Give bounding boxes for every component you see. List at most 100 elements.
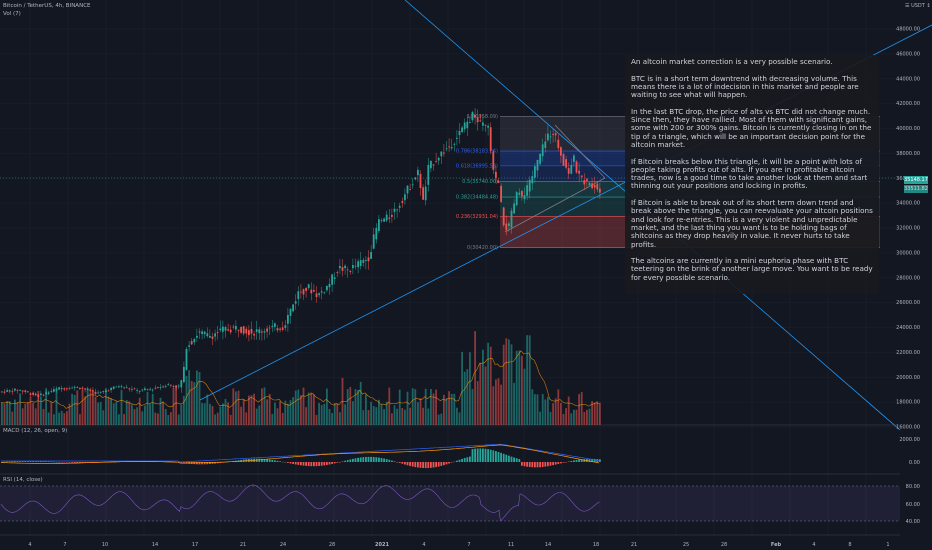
candle-body <box>401 201 404 203</box>
candle-body <box>544 141 547 148</box>
volume-bar <box>216 412 219 425</box>
macd-histogram-bar <box>276 460 279 462</box>
candle-body <box>380 220 383 222</box>
macd-histogram-bar <box>385 459 388 462</box>
candle-body <box>266 328 268 332</box>
volume-bar <box>557 389 560 425</box>
rsi-axis-label: 60.00 <box>906 502 920 508</box>
rsi-label[interactable]: RSI (14, close) <box>3 477 43 483</box>
candle-body <box>261 331 263 333</box>
volume-indicator-label[interactable]: Vol (7) <box>3 11 21 17</box>
price-axis-label: 28000.00 <box>896 275 920 281</box>
macd-histogram-bar <box>352 458 354 462</box>
candle-body <box>310 289 313 294</box>
candle-body <box>502 207 505 226</box>
volume-bar <box>544 399 547 425</box>
volume-bar <box>552 403 554 425</box>
fib-level-label: 0.786(38183.04) <box>456 149 498 155</box>
macd-histogram-bar <box>201 462 203 465</box>
volume-bar <box>32 402 34 425</box>
candle-body <box>162 386 164 388</box>
candle-body <box>339 265 341 269</box>
macd-histogram-bar <box>268 459 271 462</box>
macd-histogram-bar <box>544 462 547 467</box>
volume-bar <box>401 408 404 425</box>
volume-bar <box>60 410 63 425</box>
rsi-axis-label: 80.00 <box>906 484 920 490</box>
candle-body <box>8 390 11 392</box>
volume-bar <box>185 375 188 425</box>
volume-bar <box>99 401 102 425</box>
candle-body <box>385 214 388 221</box>
macd-histogram-bar <box>495 451 497 462</box>
macd-histogram-bar <box>32 461 34 462</box>
volume-bar <box>484 366 487 425</box>
macd-histogram-bar <box>281 461 284 463</box>
volume-bar <box>201 402 203 425</box>
candle-body <box>151 389 154 391</box>
candle-body <box>149 388 151 390</box>
candle-body <box>196 335 198 338</box>
macd-histogram-bar <box>510 456 513 462</box>
candle-body <box>580 175 583 178</box>
candle-body <box>422 187 424 200</box>
candle-body <box>518 192 521 195</box>
volume-bar <box>196 370 198 425</box>
macd-histogram-bar <box>593 458 596 462</box>
volume-bar <box>229 414 232 425</box>
macd-histogram-bar <box>68 462 71 463</box>
time-axis-label: 4 <box>812 542 815 548</box>
price-axis-label: 26000.00 <box>896 300 920 306</box>
macd-histogram-bar <box>536 462 539 468</box>
volume-bar <box>253 393 255 425</box>
candle-body <box>393 208 396 212</box>
macd-histogram-bar <box>315 462 318 467</box>
candle-body <box>27 391 29 393</box>
candle-body <box>188 345 190 347</box>
candle-body <box>388 217 391 219</box>
volume-bar <box>479 362 482 425</box>
candle-body <box>224 327 227 331</box>
macd-histogram-bar <box>443 462 445 466</box>
candle-body <box>484 125 487 126</box>
candle-body <box>557 139 560 149</box>
volume-bar <box>450 393 453 425</box>
volume-bar <box>302 387 305 425</box>
macd-histogram-bar <box>471 449 474 462</box>
candle-body <box>383 218 385 222</box>
triangle-lower-line <box>504 177 606 233</box>
analysis-note[interactable]: An altcoin market correction is a very p… <box>625 55 879 294</box>
volume-bar <box>541 394 544 425</box>
volume-bar <box>107 396 110 425</box>
price-axis-label: 20000.00 <box>896 375 920 381</box>
candle-body <box>333 277 336 279</box>
macd-histogram-bar <box>198 462 201 465</box>
volume-bar <box>414 389 417 425</box>
macd-histogram-bar <box>380 457 383 462</box>
time-axis-label: 4 <box>28 542 31 548</box>
candle-body <box>29 393 32 395</box>
symbol-title[interactable]: Bitcoin / TetherUS, 4h, BINANCE <box>3 3 91 9</box>
volume-bar <box>112 403 115 425</box>
volume-bar <box>549 411 552 425</box>
candle-body <box>185 349 188 370</box>
candle-body <box>411 184 414 186</box>
macd-histogram-bar <box>263 459 266 462</box>
candle-body <box>391 214 393 217</box>
candle-body <box>404 194 406 201</box>
macd-label[interactable]: MACD (12, 26, open, 9) <box>3 428 68 434</box>
volume-bar <box>313 394 315 425</box>
rsi-axis-label: 40.00 <box>906 519 920 525</box>
currency-selector[interactable]: ☰ USDT ↕ <box>905 3 931 9</box>
candle-body <box>346 269 349 271</box>
candle-body <box>19 390 21 391</box>
volume-bar <box>141 411 144 425</box>
volume-bar <box>170 412 172 425</box>
macd-histogram-bar <box>331 462 333 464</box>
macd-histogram-bar <box>414 462 417 468</box>
candle-body <box>443 152 445 154</box>
volume-bar <box>297 389 300 425</box>
volume-bar <box>344 404 346 425</box>
candle-body <box>289 308 292 316</box>
volume-bar <box>45 388 47 425</box>
